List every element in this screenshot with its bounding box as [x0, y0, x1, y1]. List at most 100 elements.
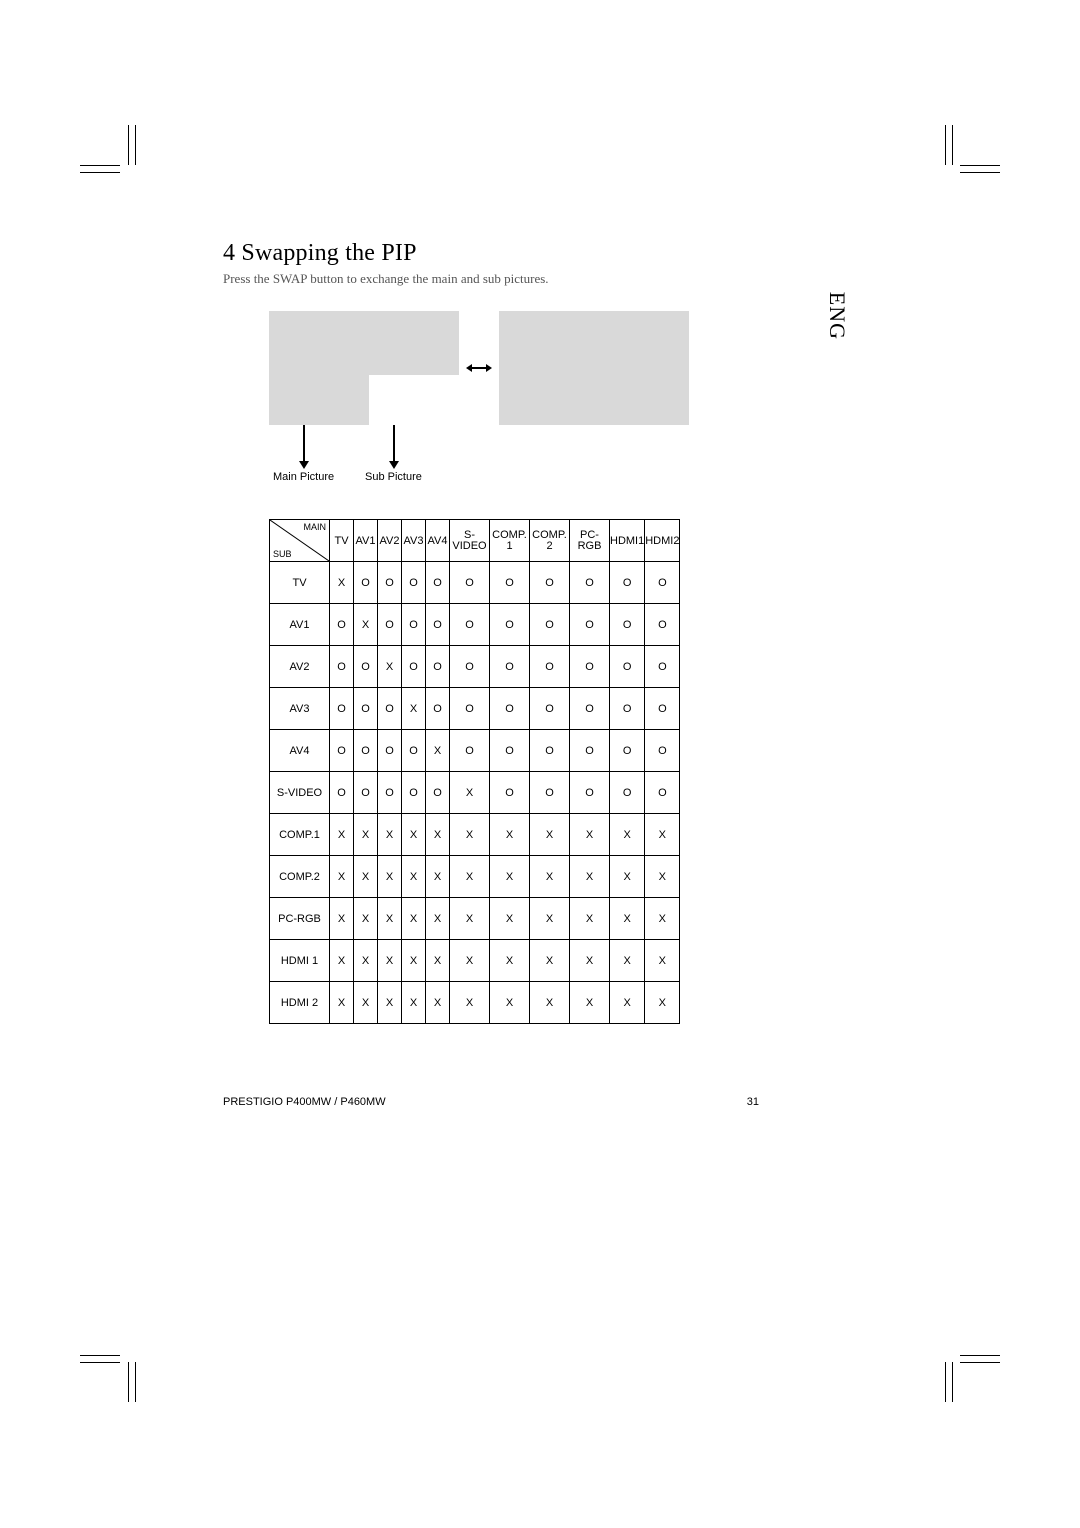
table-cell: X	[426, 814, 450, 856]
table-cell: X	[610, 856, 645, 898]
table-cell: X	[530, 856, 570, 898]
table-cell: O	[490, 562, 530, 604]
table-row-header: COMP.1	[270, 814, 330, 856]
main-picture-label: Main Picture	[273, 471, 334, 483]
table-cell: O	[530, 604, 570, 646]
compatibility-table: MAINSUBTVAV1AV2AV3AV4S-VIDEOCOMP.1COMP.2…	[269, 519, 680, 1024]
table-cell: X	[378, 646, 402, 688]
content-area: 4 Swapping the PIP Press the SWAP button…	[223, 240, 763, 1024]
crop-mark	[80, 1355, 120, 1356]
table-cell: O	[354, 562, 378, 604]
table-cell: O	[570, 562, 610, 604]
table-corner-sub: SUB	[273, 549, 292, 559]
compatibility-table-wrap: MAINSUBTVAV1AV2AV3AV4S-VIDEOCOMP.1COMP.2…	[269, 519, 763, 1024]
crop-mark	[128, 125, 129, 165]
crop-mark	[960, 1362, 1000, 1363]
table-cell: O	[610, 772, 645, 814]
table-row-header: HDMI 1	[270, 940, 330, 982]
table-cell: X	[645, 814, 680, 856]
crop-mark	[960, 172, 1000, 173]
table-column-header: TV	[330, 520, 354, 562]
table-cell: X	[402, 982, 426, 1024]
table-cell: X	[645, 898, 680, 940]
table-cell: O	[354, 730, 378, 772]
crop-mark	[945, 125, 946, 165]
table-row-header: TV	[270, 562, 330, 604]
table-column-header: PC-RGB	[570, 520, 610, 562]
sub-picture-arrow-icon	[389, 425, 399, 469]
table-row: COMP.2XXXXXXXXXXX	[270, 856, 680, 898]
crop-mark	[960, 165, 1000, 166]
table-cell: O	[402, 604, 426, 646]
table-cell: O	[490, 688, 530, 730]
table-cell: O	[530, 562, 570, 604]
table-cell: X	[570, 940, 610, 982]
table-cell: X	[490, 982, 530, 1024]
table-row: AV1OXOOOOOOOOO	[270, 604, 680, 646]
table-cell: O	[378, 730, 402, 772]
table-cell: O	[450, 562, 490, 604]
table-cell: O	[645, 562, 680, 604]
table-cell: O	[450, 730, 490, 772]
section-title: 4 Swapping the PIP	[223, 240, 763, 267]
table-cell: X	[530, 814, 570, 856]
table-row-header: AV1	[270, 604, 330, 646]
table-row: PC-RGBXXXXXXXXXXX	[270, 898, 680, 940]
table-cell: X	[450, 772, 490, 814]
table-column-header: COMP.1	[490, 520, 530, 562]
crop-mark	[945, 1362, 946, 1402]
table-cell: O	[610, 688, 645, 730]
table-cell: X	[530, 940, 570, 982]
section-subtitle: Press the SWAP button to exchange the ma…	[223, 271, 763, 287]
footer-page-number: 31	[747, 1096, 759, 1108]
table-cell: X	[490, 940, 530, 982]
table-cell: O	[570, 730, 610, 772]
table-cell: X	[402, 688, 426, 730]
table-cell: O	[378, 772, 402, 814]
table-cell: X	[530, 898, 570, 940]
table-row: HDMI 1XXXXXXXXXXX	[270, 940, 680, 982]
table-cell: O	[530, 646, 570, 688]
table-row-header: HDMI 2	[270, 982, 330, 1024]
table-cell: O	[490, 730, 530, 772]
table-cell: O	[450, 646, 490, 688]
table-cell: X	[610, 898, 645, 940]
table-row: AV4OOOOXOOOOOO	[270, 730, 680, 772]
table-cell: O	[570, 772, 610, 814]
table-cell: X	[330, 814, 354, 856]
table-row-header: S-VIDEO	[270, 772, 330, 814]
swap-arrow-icon	[466, 361, 492, 375]
table-row-header: AV4	[270, 730, 330, 772]
table-cell: X	[490, 856, 530, 898]
table-row-header: AV3	[270, 688, 330, 730]
table-cell: X	[330, 856, 354, 898]
table-cell: X	[426, 898, 450, 940]
table-cell: X	[354, 814, 378, 856]
table-cell: O	[570, 604, 610, 646]
table-cell: O	[354, 646, 378, 688]
table-cell: O	[450, 688, 490, 730]
table-cell: X	[645, 982, 680, 1024]
table-column-header: AV4	[426, 520, 450, 562]
table-cell: O	[402, 646, 426, 688]
table-cell: X	[645, 856, 680, 898]
table-cell: O	[450, 604, 490, 646]
crop-mark	[80, 1362, 120, 1363]
table-cell: O	[330, 730, 354, 772]
table-cell: O	[426, 604, 450, 646]
table-cell: O	[354, 772, 378, 814]
table-column-header: AV1	[354, 520, 378, 562]
table-row: COMP.1XXXXXXXXXXX	[270, 814, 680, 856]
sub-picture-label: Sub Picture	[365, 471, 422, 483]
table-column-header: HDMI1	[610, 520, 645, 562]
table-cell: X	[570, 898, 610, 940]
table-row-header: PC-RGB	[270, 898, 330, 940]
table-cell: X	[378, 814, 402, 856]
table-cell: X	[490, 898, 530, 940]
table-cell: X	[450, 940, 490, 982]
table-row: TVXOOOOOOOOOO	[270, 562, 680, 604]
table-cell: X	[490, 814, 530, 856]
table-cell: O	[570, 646, 610, 688]
table-cell: O	[378, 604, 402, 646]
table-cell: O	[610, 562, 645, 604]
